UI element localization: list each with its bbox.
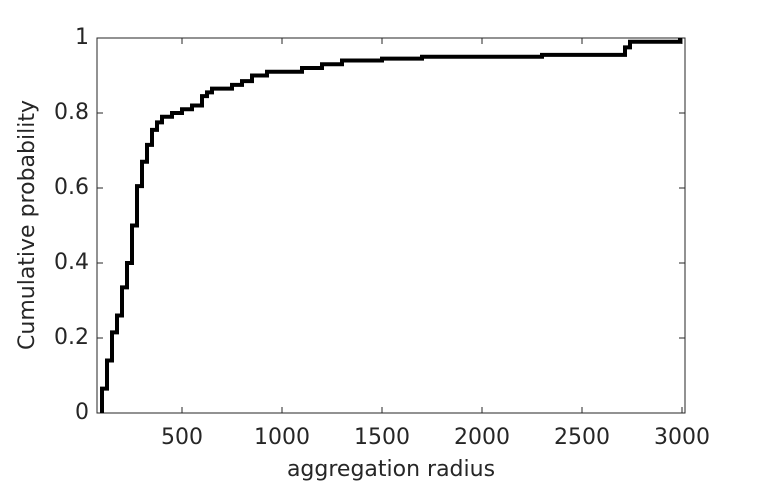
y-tick-label: 1 xyxy=(75,25,89,50)
cdf-line xyxy=(100,38,682,413)
y-tick-label: 0.2 xyxy=(54,325,89,350)
x-tick-label: 1500 xyxy=(354,425,410,450)
x-tick-label: 2500 xyxy=(554,425,610,450)
plot-frame xyxy=(96,37,686,414)
x-tick-label: 1000 xyxy=(254,425,310,450)
y-tick-label: 0.8 xyxy=(54,100,89,125)
y-tick-label: 0.4 xyxy=(54,250,89,275)
x-axis-label: aggregation radius xyxy=(287,457,495,482)
x-tick-label: 3000 xyxy=(654,425,710,450)
y-tick-label: 0.6 xyxy=(54,175,89,200)
y-axis-label: Cumulative probability xyxy=(15,100,40,350)
x-tick-label: 2000 xyxy=(454,425,510,450)
y-tick-label: 0 xyxy=(75,400,89,425)
x-tick-label: 500 xyxy=(161,425,203,450)
